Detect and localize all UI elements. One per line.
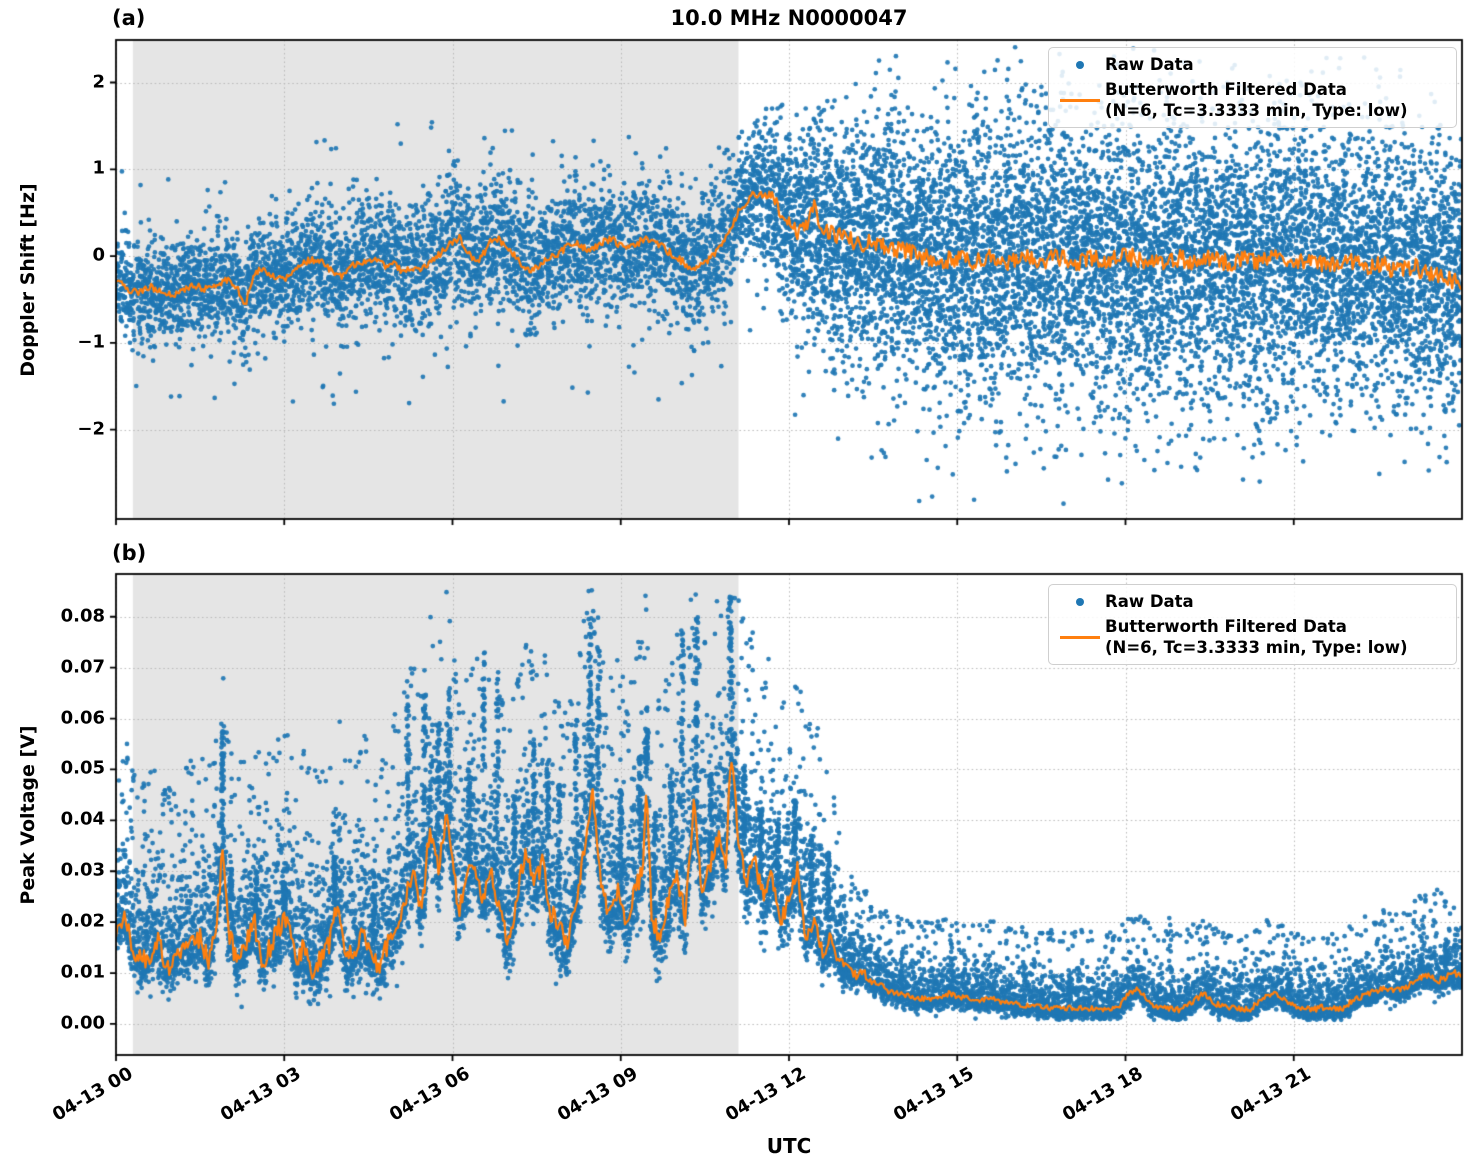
- legend-filtered-marker-cell: [1055, 98, 1105, 102]
- ytick-label-doppler: −2: [77, 418, 105, 440]
- legend-raw-label: Raw Data: [1105, 592, 1194, 611]
- legend-filtered-label: Butterworth Filtered Data: [1105, 80, 1347, 99]
- figure-title: 10.0 MHz N0000047: [670, 6, 908, 30]
- filtered-line-icon: [1060, 98, 1100, 102]
- legend-panel-b: Raw Data Butterworth Filtered Data (N=6,…: [1048, 584, 1457, 665]
- ytick-label-voltage: 0.02: [60, 910, 105, 932]
- legend-filtered-sublabel: (N=6, Tc=3.3333 min, Type: low): [1105, 638, 1408, 657]
- y-axis-label-doppler-shift: Doppler Shift [Hz]: [17, 183, 39, 377]
- ytick-label-doppler: 1: [92, 157, 105, 179]
- legend-raw-marker-cell: [1055, 60, 1105, 69]
- ytick-label-voltage: 0.00: [60, 1012, 105, 1034]
- ytick-label-voltage: 0.05: [60, 758, 105, 780]
- legend-panel-a: Raw Data Butterworth Filtered Data (N=6,…: [1048, 47, 1457, 128]
- legend-raw-marker-cell: [1055, 597, 1105, 606]
- ytick-label-voltage: 0.06: [60, 707, 105, 729]
- legend-filtered-marker-cell: [1055, 635, 1105, 639]
- raw-data-dot-icon: [1076, 597, 1084, 606]
- legend-row-raw: Raw Data: [1055, 591, 1446, 612]
- ytick-label-voltage: 0.03: [60, 859, 105, 881]
- ytick-label-doppler: 2: [92, 71, 105, 93]
- y-axis-label-peak-voltage: Peak Voltage [V]: [17, 725, 39, 905]
- panel-a-label: (a): [112, 6, 146, 30]
- ytick-label-doppler: −1: [77, 331, 105, 353]
- legend-row-raw: Raw Data: [1055, 54, 1446, 75]
- legend-filtered-sublabel: (N=6, Tc=3.3333 min, Type: low): [1105, 101, 1408, 120]
- legend-filtered-label-block: Butterworth Filtered Data (N=6, Tc=3.333…: [1105, 79, 1408, 121]
- ytick-label-doppler: 0: [92, 244, 105, 266]
- ytick-label-voltage: 0.04: [60, 809, 105, 831]
- legend-row-filtered: Butterworth Filtered Data (N=6, Tc=3.333…: [1055, 616, 1446, 658]
- x-axis-label-utc: UTC: [766, 1134, 812, 1158]
- legend-row-filtered: Butterworth Filtered Data (N=6, Tc=3.333…: [1055, 79, 1446, 121]
- panel-b-label: (b): [112, 541, 147, 565]
- legend-raw-label: Raw Data: [1105, 55, 1194, 74]
- ytick-label-voltage: 0.01: [60, 961, 105, 983]
- ytick-label-voltage: 0.07: [60, 656, 105, 678]
- legend-filtered-label: Butterworth Filtered Data: [1105, 617, 1347, 636]
- raw-data-dot-icon: [1076, 60, 1084, 69]
- legend-filtered-label-block: Butterworth Filtered Data (N=6, Tc=3.333…: [1105, 616, 1408, 658]
- filtered-line-icon: [1060, 635, 1100, 639]
- ytick-label-voltage: 0.08: [60, 605, 105, 627]
